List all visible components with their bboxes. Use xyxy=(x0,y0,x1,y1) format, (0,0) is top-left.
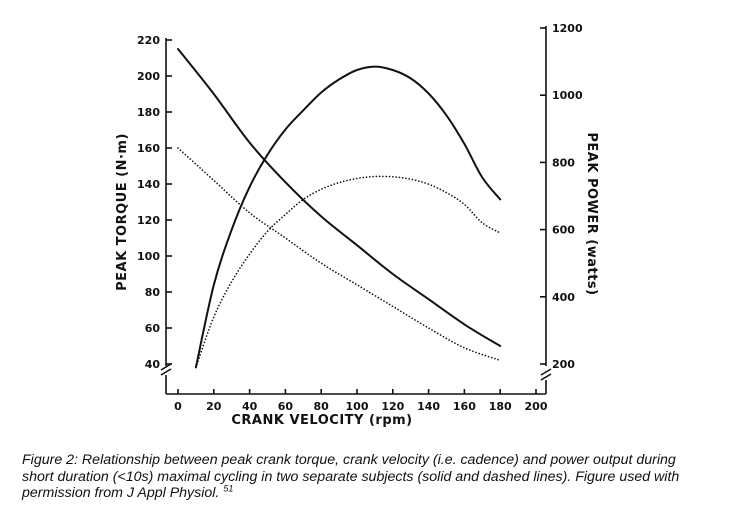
y-left-tick-label: 120 xyxy=(137,214,160,227)
power-series-solid-line xyxy=(194,65,502,369)
torque-series-solid-line xyxy=(177,48,502,347)
y-left-tick-label: 100 xyxy=(137,250,160,263)
torque-series-dotted-line xyxy=(177,147,501,362)
y-left-axis-title: PEAK TORQUE (N·m) xyxy=(115,133,130,291)
x-tick-label: 80 xyxy=(314,400,330,413)
y-right-axis-title: PEAK POWER (watts) xyxy=(584,132,599,295)
tick-labels: 0 20 40 60 80 100 120 140 160 180 200 40 60 80 100 120 1… xyxy=(137,22,583,413)
axes xyxy=(160,26,552,395)
y-right-axis-break xyxy=(540,368,552,381)
x-axis-title: CRANK VELOCITY (rpm) xyxy=(231,413,412,428)
x-tick-label: 100 xyxy=(346,400,369,413)
x-tick-label: 60 xyxy=(278,400,294,413)
x-tick-label: 140 xyxy=(417,400,440,413)
figure-caption: Figure 2: Relationship between peak cran… xyxy=(22,452,702,502)
y-left-tick-label: 140 xyxy=(137,178,160,191)
chart: 0 20 40 60 80 100 120 140 160 180 200 40 60 80 100 120 1… xyxy=(115,22,599,428)
y-left-tick-label: 40 xyxy=(145,358,161,371)
y-right-tick-label: 1000 xyxy=(552,89,583,102)
x-tick-label: 180 xyxy=(489,400,512,413)
caption-reference: 51 xyxy=(223,483,234,494)
y-left-tick-label: 80 xyxy=(145,286,161,299)
y-right-tick-label: 200 xyxy=(552,358,575,371)
y-left-axis-break xyxy=(160,363,172,376)
x-tick-label: 200 xyxy=(525,400,548,413)
y-left-tick-label: 160 xyxy=(137,142,160,155)
x-tick-label: 20 xyxy=(206,400,222,413)
y-left-tick-label: 180 xyxy=(137,106,160,119)
y-right-tick-label: 1200 xyxy=(552,22,583,35)
y-left-tick-label: 60 xyxy=(145,322,161,335)
y-right-tick-label: 600 xyxy=(552,224,575,237)
y-left-tick-label: 200 xyxy=(137,70,160,83)
x-tick-label: 120 xyxy=(381,400,404,413)
series-lines xyxy=(177,48,502,369)
x-tick-label: 0 xyxy=(174,400,182,413)
x-tick-label: 40 xyxy=(242,400,258,413)
y-left-tick-label: 220 xyxy=(137,34,160,47)
y-right-tick-label: 800 xyxy=(552,156,575,169)
x-tick-label: 160 xyxy=(453,400,476,413)
y-right-tick-label: 400 xyxy=(552,291,575,304)
caption-text: Figure 2: Relationship between peak cran… xyxy=(22,452,680,502)
